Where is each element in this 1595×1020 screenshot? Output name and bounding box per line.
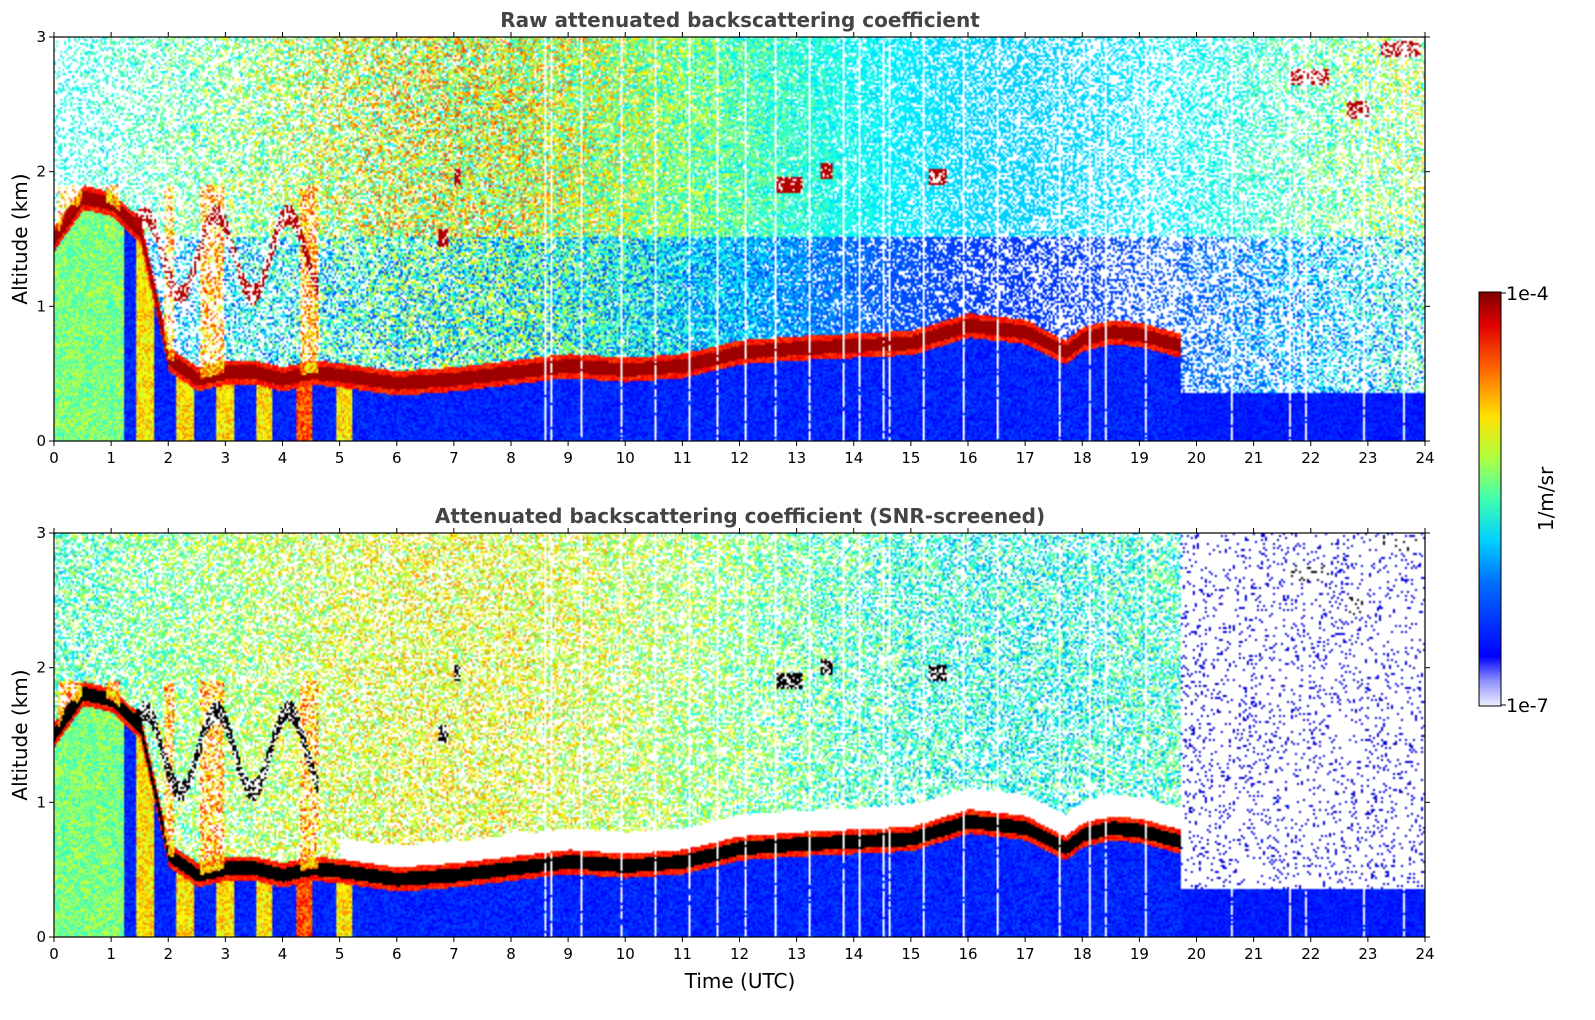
x-tick-label: 16: [958, 945, 977, 963]
screened-backscatter-panel: Attenuated backscattering coefficient (S…: [8, 504, 1435, 993]
x-tick-label: 16: [958, 449, 977, 467]
x-tick-label: 13: [787, 945, 806, 963]
x-tick-label: 2: [163, 449, 173, 467]
x-tick-label: 21: [1244, 945, 1263, 963]
colorbar-frame: [1478, 291, 1502, 707]
panel1-title: Raw attenuated backscattering coefficien…: [500, 8, 980, 32]
x-tick-label: 10: [616, 449, 635, 467]
y-tick-label: 3: [36, 524, 46, 542]
x-tick-label: 18: [1073, 449, 1092, 467]
x-tick-label: 17: [1016, 945, 1035, 963]
colorbar-gradient: [1479, 292, 1501, 706]
x-tick-label: 17: [1016, 449, 1035, 467]
panel2-ticks: 0 1 2 3 4 5 6 7 8 9 10 11 12 13 14 15 16 17 18 19 20 21 22 23 24…: [36, 524, 1434, 963]
x-tick-label: 19: [1130, 449, 1149, 467]
x-tick-label: 11: [673, 945, 692, 963]
x-tick-label: 5: [335, 449, 345, 467]
colorbar: 1e-4 1e-7 1/m/sr: [1478, 283, 1558, 717]
panel2-ylabel: Altitude (km): [8, 669, 32, 800]
x-tick-label: 12: [730, 945, 749, 963]
y-tick-label: 0: [36, 432, 46, 450]
raw-backscatter-panel: Raw attenuated backscattering coefficien…: [8, 8, 1435, 467]
x-tick-label: 2: [163, 945, 173, 963]
x-tick-label: 23: [1358, 945, 1377, 963]
x-tick-label: 4: [278, 945, 288, 963]
y-tick-label: 2: [36, 163, 46, 181]
x-tick-label: 6: [392, 945, 402, 963]
x-tick-label: 12: [730, 449, 749, 467]
x-tick-label: 21: [1244, 449, 1263, 467]
panel2-title: Attenuated backscattering coefficient (S…: [435, 504, 1045, 528]
panel1-heatmap: [54, 37, 1425, 441]
y-tick-label: 3: [36, 28, 46, 46]
x-tick-label: 3: [221, 449, 231, 467]
panel2-heatmap: [54, 533, 1425, 937]
x-tick-label: 20: [1187, 449, 1206, 467]
x-tick-label: 13: [787, 449, 806, 467]
x-tick-label: 6: [392, 449, 402, 467]
panel1-ticks: 0 1 2 3 4 5 6 7 8 9 10 11 12 13 14 15 16 17 18 19 20 21 22 23 24…: [36, 28, 1434, 467]
x-tick-label: 22: [1301, 945, 1320, 963]
x-tick-label: 24: [1415, 449, 1434, 467]
panel2-xlabel: Time (UTC): [684, 969, 796, 993]
x-tick-label: 20: [1187, 945, 1206, 963]
x-tick-label: 8: [506, 449, 516, 467]
x-tick-label: 7: [449, 945, 459, 963]
x-tick-label: 8: [506, 945, 516, 963]
x-tick-label: 11: [673, 449, 692, 467]
y-tick-label: 1: [36, 297, 46, 315]
x-tick-label: 23: [1358, 449, 1377, 467]
y-tick-label: 0: [36, 928, 46, 946]
x-tick-label: 10: [616, 945, 635, 963]
x-tick-label: 4: [278, 449, 288, 467]
x-tick-label: 22: [1301, 449, 1320, 467]
panel1-ylabel: Altitude (km): [8, 173, 32, 304]
x-tick-label: 9: [563, 945, 573, 963]
x-tick-label: 0: [49, 449, 59, 467]
y-tick-label: 1: [36, 793, 46, 811]
x-tick-label: 7: [449, 449, 459, 467]
x-tick-label: 14: [844, 945, 863, 963]
x-tick-label: 5: [335, 945, 345, 963]
x-tick-label: 0: [49, 945, 59, 963]
y-tick-label: 2: [36, 659, 46, 677]
x-tick-label: 1: [106, 449, 116, 467]
x-tick-label: 1: [106, 945, 116, 963]
x-tick-label: 9: [563, 449, 573, 467]
x-tick-label: 15: [901, 945, 920, 963]
x-tick-label: 3: [221, 945, 231, 963]
x-tick-label: 24: [1415, 945, 1434, 963]
x-tick-label: 15: [901, 449, 920, 467]
colorbar-label: 1/m/sr: [1534, 466, 1558, 531]
colorbar-max-label: 1e-4: [1506, 283, 1549, 305]
x-tick-label: 18: [1073, 945, 1092, 963]
colorbar-min-label: 1e-7: [1506, 695, 1549, 717]
x-tick-label: 14: [844, 449, 863, 467]
x-tick-label: 19: [1130, 945, 1149, 963]
